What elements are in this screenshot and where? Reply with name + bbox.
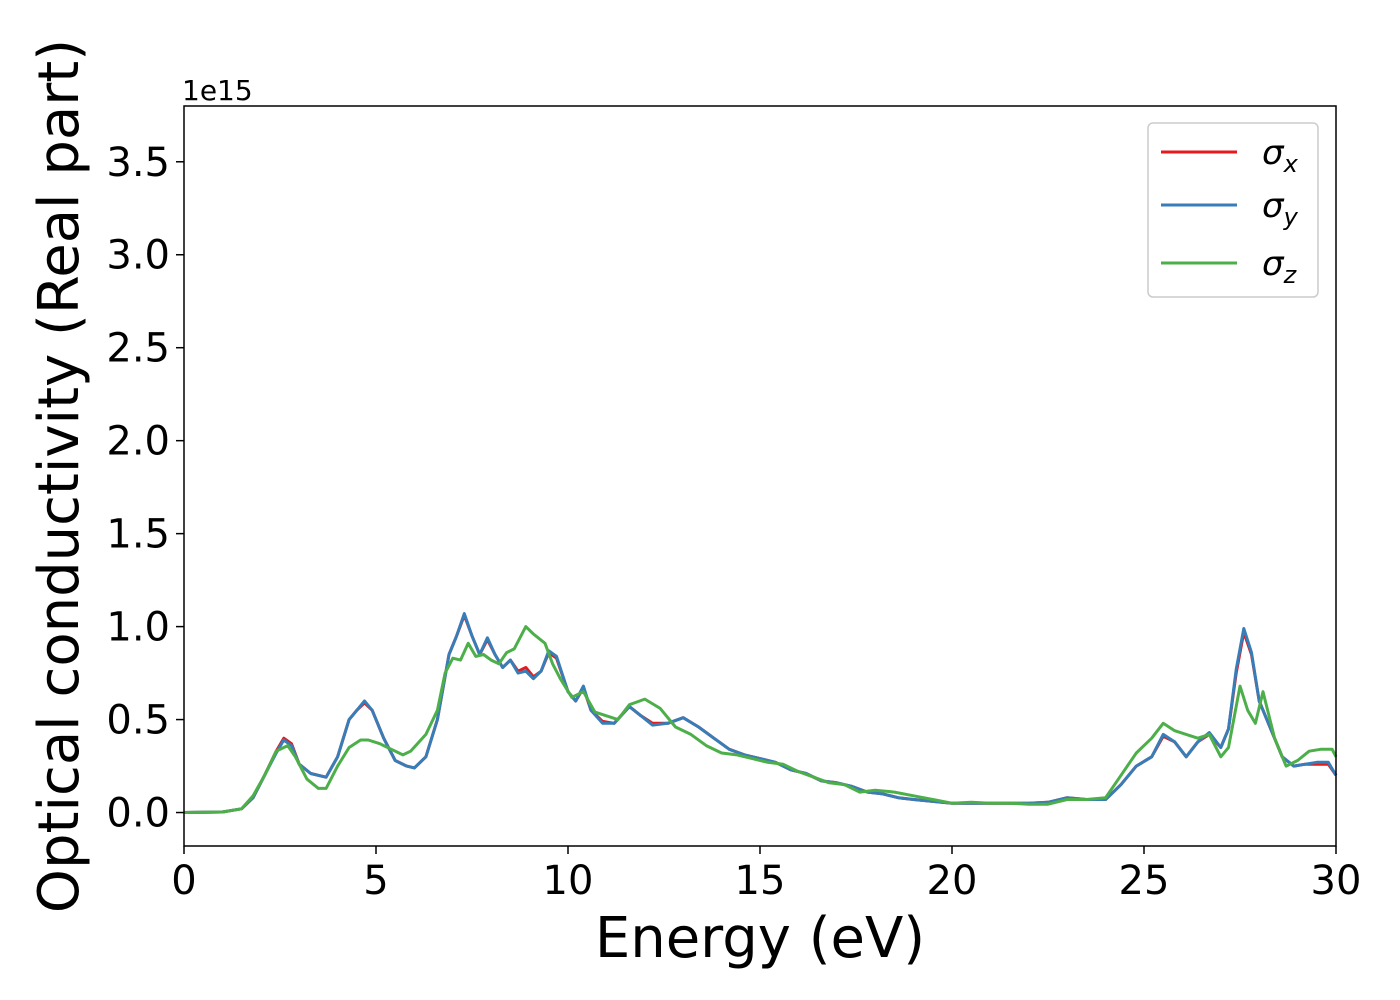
legend-label-y: σy (1262, 186, 1299, 231)
x-tick-label: 5 (363, 858, 388, 904)
x-tick-label: 25 (1119, 858, 1170, 904)
x-tick-label: 10 (543, 858, 594, 904)
y-tick-label: 2.5 (106, 326, 170, 372)
y-tick-label: 1.0 (106, 605, 170, 651)
x-axis-ticks: 0 5 10 15 20 25 30 (171, 846, 1361, 904)
y-tick-label: 3.0 (106, 233, 170, 279)
x-axis-title: Energy (eV) (595, 906, 925, 971)
y-tick-label: 0.5 (106, 698, 170, 744)
legend-label-x: σx (1262, 133, 1299, 178)
legend-symbol: σ (1262, 244, 1285, 284)
y-tick-label: 1.5 (106, 512, 170, 558)
legend-subscript: y (1283, 203, 1299, 231)
legend-subscript: x (1283, 150, 1299, 178)
series-line-y (183, 612, 1338, 814)
series-group (183, 612, 1338, 814)
x-tick-label: 15 (735, 858, 786, 904)
legend-subscript: z (1283, 261, 1298, 289)
y-tick-label: 3.5 (106, 140, 170, 186)
y-offset-label: 1e15 (182, 74, 253, 107)
legend-label-z: σz (1262, 244, 1298, 289)
series-line-z (183, 625, 1338, 814)
legend-symbol: σ (1262, 133, 1285, 173)
x-tick-label: 0 (171, 858, 196, 904)
y-axis-ticks: 0.0 0.5 1.0 1.5 2.0 2.5 3.0 3.5 (106, 140, 184, 837)
y-axis-title: Optical conductivity (Real part) (27, 39, 92, 913)
legend-box (1147, 122, 1319, 298)
y-tick-label: 2.0 (106, 419, 170, 465)
x-tick-label: 20 (927, 858, 978, 904)
x-tick-label: 30 (1311, 858, 1362, 904)
y-tick-label: 0.0 (106, 791, 170, 837)
legend-symbol: σ (1262, 186, 1285, 226)
